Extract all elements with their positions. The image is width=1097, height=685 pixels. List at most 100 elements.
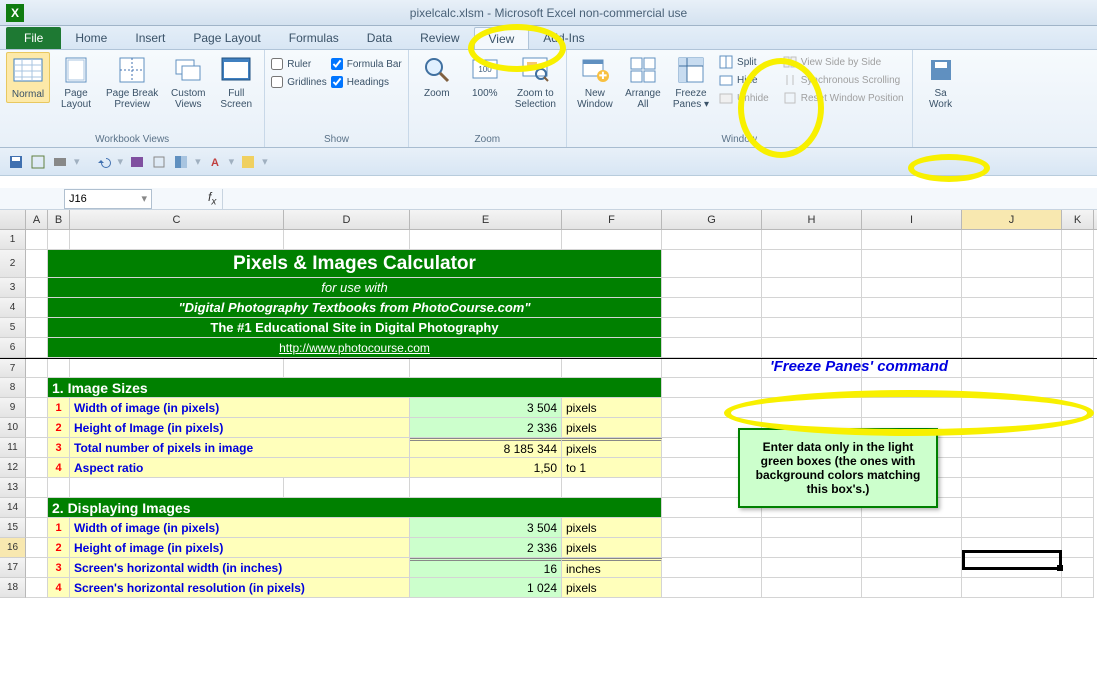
cell[interactable] <box>962 418 1062 438</box>
cell[interactable] <box>1062 278 1094 298</box>
cell[interactable] <box>762 230 862 250</box>
row-header[interactable]: 1 <box>0 230 26 250</box>
qat-icon[interactable] <box>129 154 145 170</box>
side-by-side-button[interactable]: View Side by Side <box>781 54 906 70</box>
column-header-E[interactable]: E <box>410 210 562 229</box>
qat-icon[interactable] <box>52 154 68 170</box>
cell[interactable] <box>562 478 662 498</box>
column-header-B[interactable]: B <box>48 210 70 229</box>
cell[interactable] <box>762 298 862 318</box>
tab-formulas[interactable]: Formulas <box>275 27 353 49</box>
cell[interactable] <box>26 398 48 418</box>
cell[interactable] <box>662 398 762 418</box>
cell[interactable] <box>962 230 1062 250</box>
cell[interactable] <box>862 230 962 250</box>
cell[interactable] <box>26 458 48 478</box>
row-header[interactable]: 6 <box>0 338 26 358</box>
cell[interactable] <box>762 558 862 578</box>
cell[interactable] <box>862 298 962 318</box>
row-header[interactable]: 4 <box>0 298 26 318</box>
row-header[interactable]: 2 <box>0 250 26 278</box>
cell[interactable] <box>26 518 48 538</box>
cell[interactable] <box>70 359 284 378</box>
cell[interactable] <box>962 378 1062 398</box>
cell[interactable] <box>762 378 862 398</box>
formula-bar-checkbox[interactable]: Formula Bar <box>331 58 402 70</box>
reset-pos-button[interactable]: Reset Window Position <box>781 90 906 106</box>
unhide-button[interactable]: Unhide <box>717 90 771 106</box>
row-header[interactable]: 8 <box>0 378 26 398</box>
cell[interactable] <box>862 578 962 598</box>
cell[interactable] <box>862 518 962 538</box>
row-header[interactable]: 14 <box>0 498 26 518</box>
cell[interactable] <box>662 518 762 538</box>
tab-review[interactable]: Review <box>406 27 473 49</box>
name-box[interactable]: J16▾ <box>64 189 152 209</box>
cell[interactable] <box>962 498 1062 518</box>
cell[interactable] <box>962 338 1062 358</box>
cell[interactable] <box>284 478 410 498</box>
column-header-C[interactable]: C <box>70 210 284 229</box>
field-value[interactable]: 1 024 <box>410 578 562 598</box>
cell[interactable] <box>410 478 562 498</box>
zoom-selection-button[interactable]: Zoom toSelection <box>511 52 560 112</box>
row-header[interactable]: 7 <box>0 359 26 378</box>
cell[interactable] <box>662 578 762 598</box>
cell[interactable] <box>662 250 762 278</box>
save-icon[interactable] <box>8 154 24 170</box>
tab-page-layout[interactable]: Page Layout <box>179 27 274 49</box>
cell[interactable] <box>962 438 1062 458</box>
cell[interactable] <box>1062 458 1094 478</box>
cell[interactable] <box>962 398 1062 418</box>
zoom-button[interactable]: Zoom <box>415 52 459 101</box>
cell[interactable] <box>862 278 962 298</box>
full-screen-button[interactable]: FullScreen <box>214 52 258 112</box>
cell[interactable] <box>48 230 70 250</box>
cell[interactable] <box>862 378 962 398</box>
cell[interactable] <box>1062 438 1094 458</box>
qat-icon[interactable] <box>240 154 256 170</box>
cell[interactable] <box>26 298 48 318</box>
cell[interactable] <box>562 359 662 378</box>
cell[interactable] <box>410 359 562 378</box>
cell[interactable] <box>962 250 1062 278</box>
cell[interactable] <box>762 398 862 418</box>
cell[interactable] <box>26 230 48 250</box>
cell[interactable] <box>1062 318 1094 338</box>
cell[interactable] <box>962 578 1062 598</box>
split-button[interactable]: Split <box>717 54 771 70</box>
cell[interactable] <box>410 230 562 250</box>
cell[interactable] <box>284 359 410 378</box>
cell[interactable] <box>1062 230 1094 250</box>
cell[interactable] <box>26 338 48 358</box>
page-break-button[interactable]: Page BreakPreview <box>102 52 162 112</box>
row-header[interactable]: 5 <box>0 318 26 338</box>
row-header[interactable]: 17 <box>0 558 26 578</box>
cell[interactable] <box>962 359 1062 378</box>
cell[interactable] <box>1062 498 1094 518</box>
cell[interactable] <box>962 558 1062 578</box>
cell[interactable] <box>1062 558 1094 578</box>
cell[interactable] <box>1062 418 1094 438</box>
row-header[interactable]: 15 <box>0 518 26 538</box>
cell[interactable] <box>962 538 1062 558</box>
cell[interactable] <box>662 558 762 578</box>
cell[interactable] <box>762 278 862 298</box>
cell[interactable] <box>26 578 48 598</box>
cell[interactable] <box>762 318 862 338</box>
column-header-I[interactable]: I <box>862 210 962 229</box>
cell[interactable] <box>762 518 862 538</box>
row-header[interactable]: 12 <box>0 458 26 478</box>
cell[interactable] <box>26 250 48 278</box>
zoom-100-button[interactable]: 100 100% <box>463 52 507 101</box>
select-all-corner[interactable] <box>0 210 26 229</box>
cell[interactable] <box>662 318 762 338</box>
cell[interactable] <box>48 359 70 378</box>
cell[interactable] <box>762 250 862 278</box>
field-value[interactable]: 2 336 <box>410 418 562 438</box>
arrange-all-button[interactable]: ArrangeAll <box>621 52 665 112</box>
cell[interactable] <box>962 518 1062 538</box>
qat-icon[interactable] <box>30 154 46 170</box>
cell[interactable] <box>862 558 962 578</box>
cell[interactable] <box>662 359 762 378</box>
